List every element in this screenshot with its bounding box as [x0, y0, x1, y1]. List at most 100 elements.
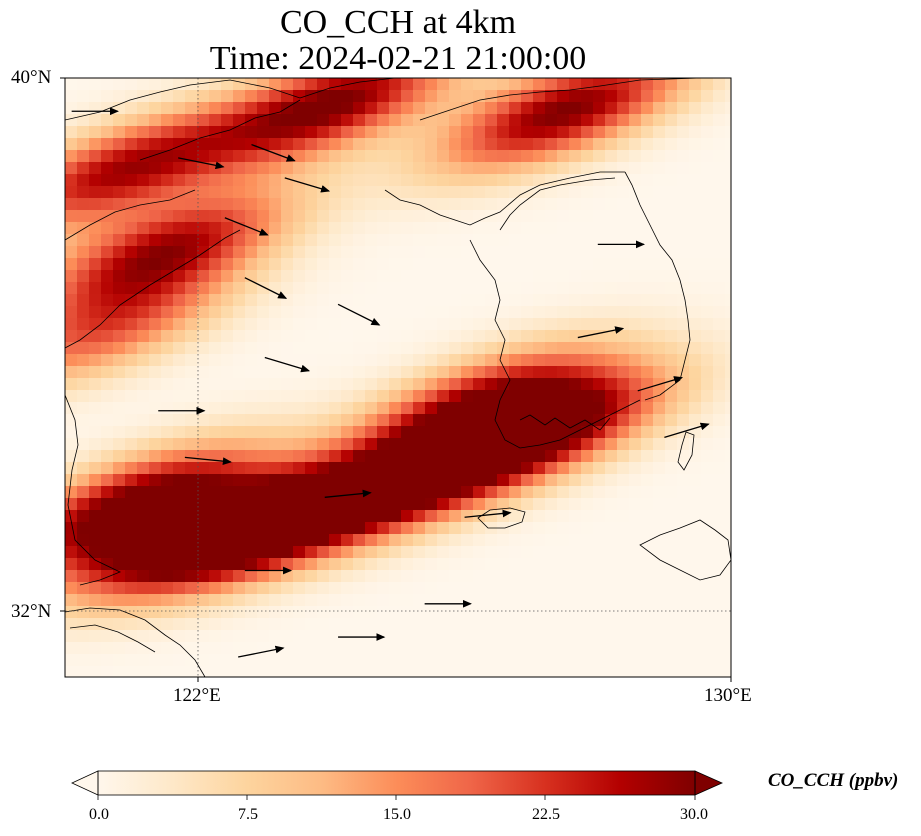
field-cell	[689, 438, 702, 451]
field-cell	[665, 474, 678, 487]
field-cell	[437, 366, 450, 379]
field-cell	[185, 282, 198, 295]
field-cell	[713, 594, 726, 607]
field-cell	[701, 306, 714, 319]
field-cell	[485, 438, 498, 451]
field-cell	[533, 114, 546, 127]
field-cell	[677, 450, 690, 463]
field-cell	[101, 558, 114, 571]
field-cell	[581, 258, 594, 271]
field-cell	[485, 162, 498, 175]
field-cell	[125, 570, 138, 583]
field-cell	[497, 594, 510, 607]
field-cell	[257, 366, 270, 379]
field-cell	[725, 654, 731, 667]
field-cell	[137, 318, 150, 331]
field-cell	[269, 426, 282, 439]
field-cell	[509, 414, 522, 427]
field-cell	[557, 198, 570, 211]
field-cell	[137, 378, 150, 391]
field-cell	[317, 486, 330, 499]
field-cell	[317, 594, 330, 607]
field-cell	[137, 186, 150, 199]
field-cell	[377, 102, 390, 115]
field-cell	[449, 210, 462, 223]
field-cell	[665, 534, 678, 547]
field-cell	[365, 306, 378, 319]
field-cell	[401, 222, 414, 235]
field-cell	[185, 630, 198, 643]
field-cell	[125, 450, 138, 463]
field-cell	[113, 330, 126, 343]
field-cell	[245, 210, 258, 223]
field-cell	[389, 510, 402, 523]
lat-label-40: 40°N	[11, 67, 52, 88]
field-cell	[185, 486, 198, 499]
field-cell	[461, 306, 474, 319]
colorbar-title: CO_CCH (ppbv)	[768, 770, 899, 791]
field-cell	[89, 666, 102, 677]
field-cell	[377, 666, 390, 677]
field-cell	[245, 390, 258, 403]
field-cell	[281, 438, 294, 451]
field-cell	[365, 114, 378, 127]
field-cell	[605, 126, 618, 139]
field-cell	[533, 594, 546, 607]
field-cell	[401, 186, 414, 199]
field-cell	[233, 126, 246, 139]
field-cell	[269, 510, 282, 523]
field-cell	[713, 438, 726, 451]
field-cell	[557, 102, 570, 115]
field-cell	[389, 606, 402, 619]
field-cell	[653, 534, 666, 547]
field-cell	[77, 210, 90, 223]
field-cell	[353, 258, 366, 271]
field-cell	[269, 594, 282, 607]
field-cell	[557, 126, 570, 139]
field-cell	[689, 630, 702, 643]
field-cell	[653, 486, 666, 499]
field-cell	[233, 102, 246, 115]
field-cell	[245, 366, 258, 379]
field-cell	[101, 510, 114, 523]
field-cell	[257, 198, 270, 211]
field-cell	[65, 174, 78, 187]
field-cell	[461, 342, 474, 355]
field-cell	[77, 342, 90, 355]
field-cell	[185, 306, 198, 319]
field-cell	[377, 366, 390, 379]
field-cell	[209, 594, 222, 607]
axis-ticks	[60, 77, 732, 682]
field-cell	[221, 126, 234, 139]
field-cell	[317, 78, 330, 91]
field-cell	[653, 126, 666, 139]
field-cell	[689, 186, 702, 199]
field-cell	[497, 102, 510, 115]
field-cell	[149, 390, 162, 403]
field-cell	[473, 642, 486, 655]
field-cell	[629, 414, 642, 427]
field-cell	[221, 186, 234, 199]
field-cell	[389, 234, 402, 247]
field-cell	[269, 570, 282, 583]
field-cell	[689, 414, 702, 427]
field-cell	[89, 414, 102, 427]
field-cell	[113, 474, 126, 487]
field-cell	[221, 582, 234, 595]
colorbar-tick-label: 7.5	[238, 806, 258, 823]
field-cell	[509, 258, 522, 271]
colorbar-extend-low	[71, 770, 99, 796]
field-cell	[365, 246, 378, 259]
field-cell	[677, 318, 690, 331]
field-cell	[653, 222, 666, 235]
field-cell	[281, 222, 294, 235]
field-cell	[209, 126, 222, 139]
field-cell	[569, 162, 582, 175]
field-cell	[593, 294, 606, 307]
field-cell	[605, 330, 618, 343]
field-cell	[89, 342, 102, 355]
field-cell	[641, 162, 654, 175]
field-cell	[341, 570, 354, 583]
field-cell	[461, 402, 474, 415]
field-cell	[437, 510, 450, 523]
